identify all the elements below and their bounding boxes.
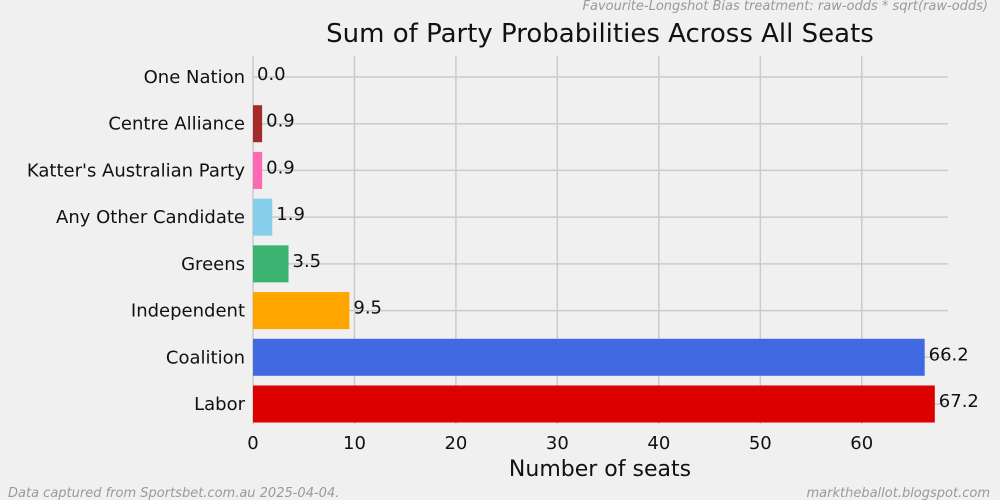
value-label: 1.9: [276, 204, 305, 225]
bars: [253, 105, 935, 423]
bar: [253, 245, 289, 283]
x-tick-label: 30: [546, 433, 569, 454]
bar: [253, 385, 935, 423]
y-tick-label: Labor: [194, 394, 245, 415]
y-tick-label: Independent: [131, 301, 245, 322]
x-tick-label: 40: [647, 433, 670, 454]
value-label: 0.9: [266, 157, 295, 178]
bar: [253, 338, 925, 376]
y-tick-label: Coalition: [166, 347, 245, 368]
x-axis-label: Number of seats: [509, 457, 691, 482]
value-label: 66.2: [929, 344, 969, 365]
y-tick-label: Centre Alliance: [108, 114, 245, 135]
source-note: Data captured from Sportsbet.com.au 2025…: [8, 486, 339, 500]
x-tick-labels: 0 10 20 30 40 50 60: [247, 433, 873, 454]
bar: [253, 105, 263, 143]
x-tick-label: 50: [749, 433, 772, 454]
bar: [253, 151, 263, 189]
chart-title: Sum of Party Probabilities Across All Se…: [326, 19, 874, 49]
blog-credit: marktheballot.blogspot.com: [806, 486, 990, 500]
value-label: 0.9: [266, 111, 295, 132]
y-tick-label: Any Other Candidate: [56, 207, 245, 228]
bar: [253, 198, 273, 236]
value-labels: 67.2 66.2 9.5 3.5 1.9 0.9 0.9 0.0: [257, 64, 979, 412]
value-label: 0.0: [257, 64, 286, 85]
bar: [253, 292, 350, 330]
x-tick-label: 60: [850, 433, 873, 454]
value-label: 9.5: [353, 298, 382, 319]
y-tick-labels: Labor Coalition Independent Greens Any Other…: [27, 67, 246, 415]
value-label: 3.5: [293, 251, 322, 272]
value-label: 67.2: [939, 391, 979, 412]
y-tick-label: Greens: [181, 254, 245, 275]
x-tick-label: 0: [247, 433, 258, 454]
x-tick-label: 10: [343, 433, 366, 454]
y-tick-label: One Nation: [144, 67, 245, 88]
y-tick-label: Katter's Australian Party: [27, 160, 245, 181]
treatment-note: Favourite-Longshot Bias treatment: raw-o…: [583, 0, 988, 14]
x-tick-label: 20: [444, 433, 467, 454]
grid-lines: [252, 56, 948, 424]
